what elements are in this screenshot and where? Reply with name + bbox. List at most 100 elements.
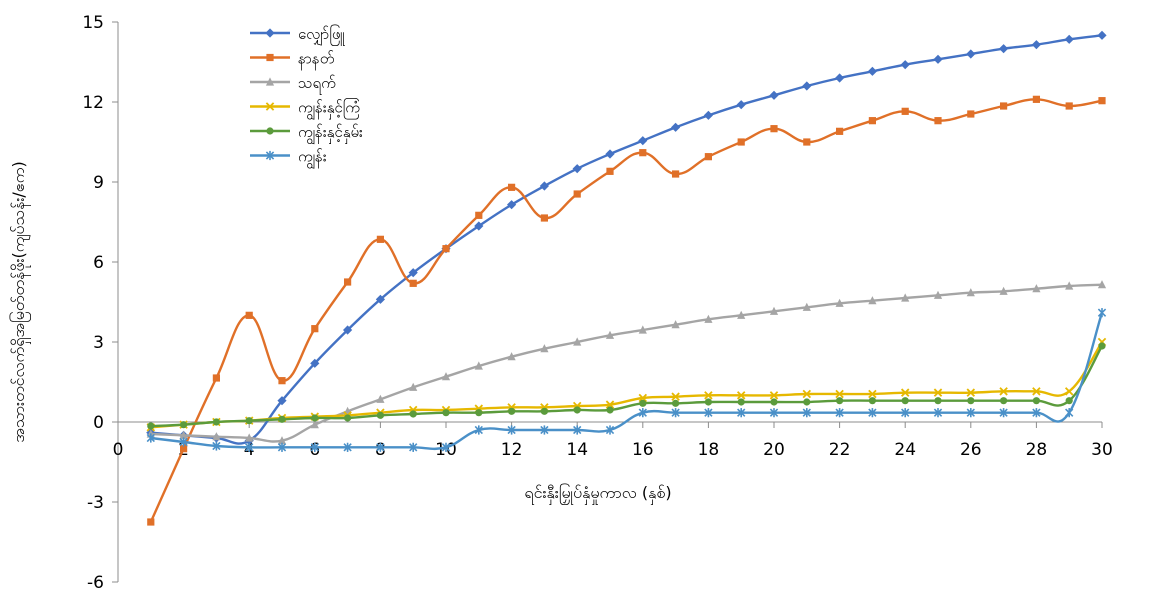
data-point bbox=[179, 430, 188, 439]
series-line bbox=[150, 283, 1103, 443]
data-point bbox=[507, 200, 517, 210]
data-point bbox=[1000, 102, 1008, 110]
x-tick-label: 26 bbox=[960, 440, 982, 460]
x-axis-title: ရင်းနှီးမြှုပ်နှံမှုကာလ (နှစ်) bbox=[524, 483, 671, 505]
data-point bbox=[376, 442, 385, 452]
data-point bbox=[999, 44, 1009, 54]
legend-item: နာနတ် bbox=[250, 50, 334, 71]
x-tick-label: 24 bbox=[894, 440, 916, 460]
legend-marker bbox=[266, 53, 274, 62]
y-tick-label: -3 bbox=[87, 493, 104, 513]
data-point bbox=[147, 518, 155, 526]
data-point bbox=[703, 110, 713, 120]
data-point bbox=[409, 279, 417, 287]
data-point bbox=[277, 436, 287, 445]
legend-item: ကျွန်း bbox=[250, 148, 327, 170]
data-point bbox=[836, 397, 844, 405]
data-point bbox=[901, 293, 910, 302]
series-4 bbox=[146, 337, 1107, 432]
x-tick-label: 18 bbox=[698, 440, 720, 460]
data-point bbox=[540, 407, 549, 415]
data-point bbox=[802, 302, 811, 311]
series-5 bbox=[147, 342, 1106, 430]
data-point bbox=[704, 391, 713, 400]
data-point bbox=[704, 398, 713, 406]
data-point bbox=[409, 410, 417, 418]
data-point bbox=[704, 314, 713, 323]
data-point bbox=[966, 408, 975, 418]
legend-label: သရက် bbox=[298, 74, 336, 95]
data-point bbox=[671, 122, 681, 132]
data-point bbox=[1032, 408, 1041, 418]
data-point bbox=[507, 425, 516, 435]
data-point bbox=[966, 388, 976, 397]
data-point bbox=[901, 107, 909, 115]
data-point bbox=[868, 389, 877, 399]
x-tick-label: 0 bbox=[113, 440, 124, 460]
data-point bbox=[310, 442, 319, 452]
data-point bbox=[999, 408, 1008, 418]
series-line bbox=[150, 34, 1103, 445]
x-tick-label: 20 bbox=[763, 440, 785, 460]
data-point bbox=[1064, 34, 1074, 44]
y-tick-label: 15 bbox=[82, 13, 104, 33]
y-tick-label: -6 bbox=[87, 573, 104, 593]
data-point bbox=[474, 221, 484, 231]
data-point bbox=[1064, 387, 1074, 396]
data-point bbox=[212, 432, 221, 441]
data-point bbox=[638, 393, 648, 403]
data-point bbox=[540, 344, 549, 353]
data-point bbox=[967, 110, 975, 118]
series-lines bbox=[146, 30, 1107, 526]
data-point bbox=[605, 425, 615, 435]
data-point bbox=[835, 298, 844, 307]
data-point bbox=[672, 399, 680, 407]
data-point bbox=[836, 127, 844, 135]
legend-marker bbox=[265, 77, 275, 86]
data-point bbox=[376, 394, 385, 403]
data-point bbox=[966, 288, 975, 297]
data-point bbox=[900, 388, 910, 397]
data-point bbox=[933, 388, 943, 397]
data-point bbox=[376, 235, 384, 243]
data-point bbox=[474, 361, 483, 370]
data-point bbox=[508, 183, 516, 191]
data-point bbox=[311, 414, 319, 422]
data-point bbox=[769, 408, 779, 418]
data-point bbox=[867, 66, 877, 76]
data-point bbox=[572, 164, 582, 174]
data-point bbox=[409, 442, 418, 452]
data-point bbox=[376, 411, 384, 419]
data-point bbox=[277, 396, 287, 406]
data-point bbox=[1032, 387, 1041, 396]
data-point bbox=[901, 408, 910, 418]
legend-label: လျှော်ဖြူ bbox=[298, 24, 345, 46]
legend: လျှော်ဖြူနာနတ်သရက်ကျွန်းနှင့်ကြံကျွန်းနှ… bbox=[250, 24, 363, 170]
data-point bbox=[900, 60, 910, 70]
data-point bbox=[343, 442, 352, 452]
data-point bbox=[605, 149, 615, 159]
data-point bbox=[672, 170, 680, 178]
x-tick-label: 12 bbox=[501, 440, 523, 460]
data-point bbox=[736, 391, 746, 400]
data-point bbox=[573, 190, 581, 198]
data-point bbox=[180, 445, 188, 453]
data-point bbox=[475, 409, 483, 417]
data-point bbox=[638, 325, 647, 334]
data-point bbox=[475, 211, 483, 219]
data-point bbox=[212, 441, 221, 451]
data-point bbox=[310, 358, 320, 368]
data-point bbox=[278, 415, 286, 423]
y-tick-label: 12 bbox=[82, 93, 104, 113]
data-point bbox=[933, 290, 943, 299]
data-point bbox=[868, 117, 876, 125]
data-point bbox=[1065, 281, 1074, 290]
x-tick-label: 14 bbox=[566, 440, 588, 460]
data-point bbox=[573, 425, 582, 435]
data-point bbox=[180, 421, 188, 429]
data-point bbox=[147, 422, 155, 430]
data-point bbox=[278, 377, 286, 385]
data-point bbox=[605, 400, 615, 409]
y-tick-label: 3 bbox=[93, 333, 104, 353]
data-point bbox=[1032, 397, 1040, 405]
